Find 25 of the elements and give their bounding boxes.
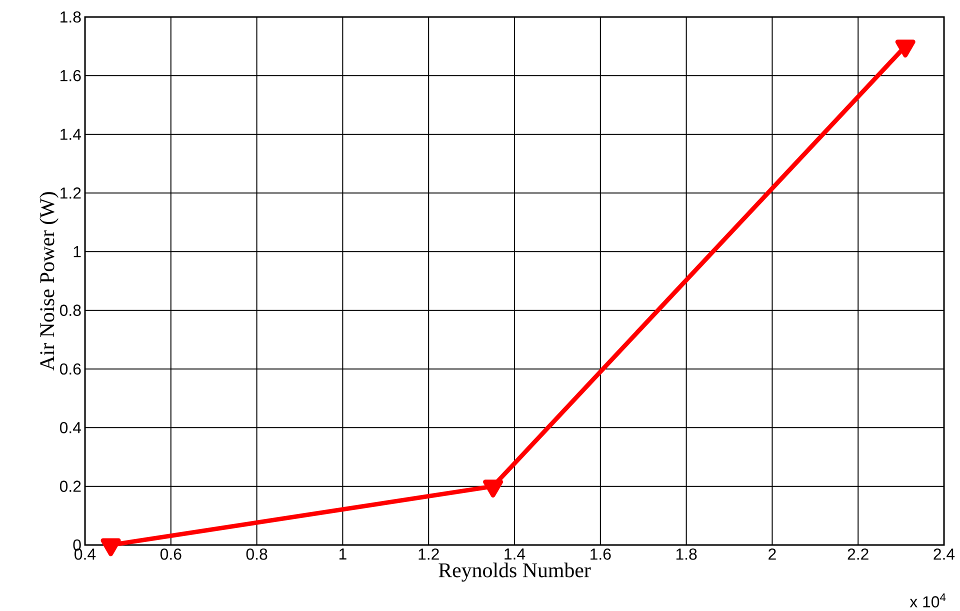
y-tick-label: 1 bbox=[74, 246, 81, 258]
x-tick-label: 2.4 bbox=[934, 548, 955, 560]
y-tick-label: 1.2 bbox=[60, 187, 81, 199]
y-tick-label: 1.6 bbox=[60, 70, 81, 82]
y-axis-title: Air Noise Power (W) bbox=[40, 192, 58, 371]
x-tick-label: 1 bbox=[339, 548, 346, 560]
x-tick-label: 1.4 bbox=[504, 548, 526, 560]
y-tick-label: 0.6 bbox=[60, 363, 81, 375]
x-tick-label: 2.2 bbox=[848, 548, 868, 560]
y-tick-label: 0.4 bbox=[60, 422, 82, 434]
point bbox=[895, 40, 916, 58]
x-axis-title: Reynolds Number bbox=[438, 562, 591, 582]
y-tick-label: 0.2 bbox=[60, 480, 81, 492]
x-tick-label: 1.6 bbox=[590, 548, 611, 560]
point bbox=[483, 480, 504, 498]
y-tick-label: 1.8 bbox=[60, 11, 81, 23]
point bbox=[100, 538, 121, 556]
x-tick-label: 0.8 bbox=[246, 548, 268, 560]
x-tick-label: 1.2 bbox=[418, 548, 439, 560]
x-tick-label: 1.8 bbox=[676, 548, 697, 560]
x-tick-label: 0.6 bbox=[160, 548, 182, 560]
y-tick-label: 1.4 bbox=[60, 128, 82, 140]
text: x 10$^{4}$ bbox=[910, 593, 946, 608]
y-tick-label: 0.8 bbox=[60, 304, 81, 316]
x-tick-label: 2 bbox=[768, 548, 776, 560]
